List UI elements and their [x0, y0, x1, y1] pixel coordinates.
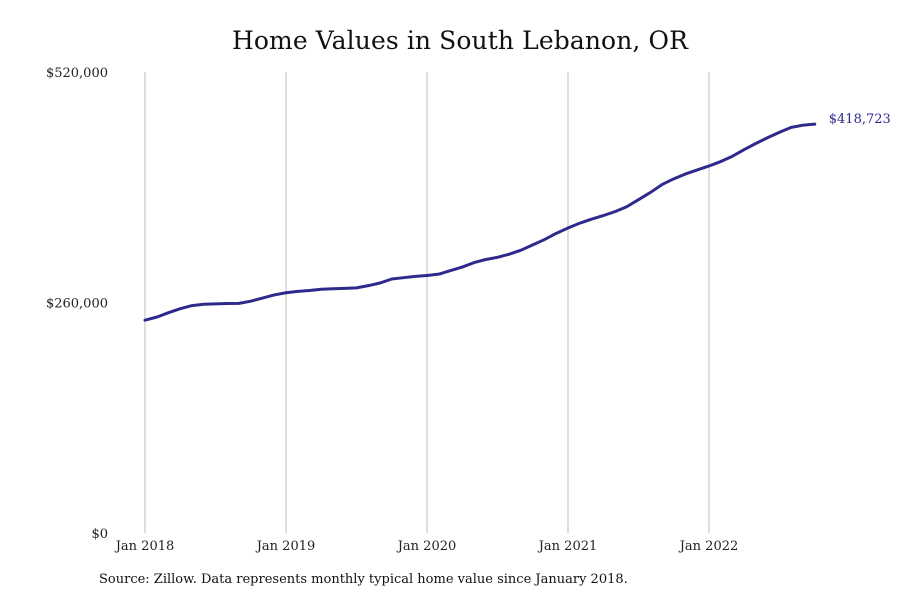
chart-title: Home Values in South Lebanon, OR [231, 26, 689, 55]
y-tick-label: $260,000 [46, 297, 108, 312]
x-tick-label: Jan 2021 [537, 539, 598, 554]
last-value-label: $418,723 [829, 112, 891, 127]
y-tick-label: $0 [91, 527, 108, 542]
x-tick-label: Jan 2019 [255, 539, 316, 554]
home-value-series-line [143, 122, 817, 322]
gridlines [144, 72, 710, 533]
source-note: Source: Zillow. Data represents monthly … [99, 572, 628, 587]
x-tick-label: Jan 2020 [396, 539, 457, 554]
x-tick-label: Jan 2018 [114, 539, 175, 554]
y-tick-label: $520,000 [46, 66, 108, 81]
x-tick-label: Jan 2022 [678, 539, 739, 554]
x-axis: Jan 2018 Jan 2019 Jan 2020 Jan 2021 Jan 2022 [114, 539, 739, 554]
y-axis: $0 $260,000 $520,000 [46, 66, 108, 542]
